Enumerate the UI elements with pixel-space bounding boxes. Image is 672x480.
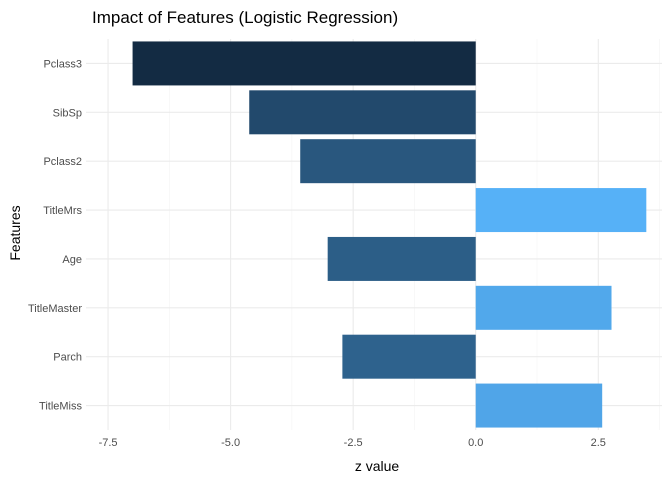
y-tick-label: Parch bbox=[53, 352, 82, 364]
x-tick-label: 2.5 bbox=[591, 437, 606, 449]
y-tick-label: TitleMiss bbox=[39, 401, 82, 413]
x-tick-label: -7.5 bbox=[99, 437, 118, 449]
y-tick-label: SibSp bbox=[53, 107, 82, 119]
x-tick-label: -2.5 bbox=[344, 437, 363, 449]
bar-age bbox=[327, 236, 476, 281]
bar-parch bbox=[342, 334, 476, 379]
y-tick-label: TitleMrs bbox=[43, 205, 82, 217]
bar-sibsp bbox=[249, 90, 476, 135]
y-tick-label: Pclass3 bbox=[43, 58, 82, 70]
x-tick-labels: -7.5 -5.0 -2.5 0.0 2.5 bbox=[99, 437, 606, 449]
x-tick-label: 0.0 bbox=[468, 437, 483, 449]
y-tick-label: Pclass2 bbox=[43, 156, 82, 168]
x-axis-title: z value bbox=[355, 458, 400, 474]
bars bbox=[132, 41, 647, 428]
y-tick-labels: Pclass3 SibSp Pclass2 TitleMrs Age TitleMaste… bbox=[28, 58, 82, 412]
bar-pclass3 bbox=[132, 41, 476, 86]
y-tick-label: Age bbox=[62, 254, 82, 266]
y-tick-label: TitleMaster bbox=[28, 303, 82, 315]
bar-titlemrs bbox=[475, 188, 647, 233]
bar-titlemiss bbox=[475, 383, 603, 428]
y-axis-title: Features bbox=[7, 205, 23, 260]
bar-pclass2 bbox=[300, 139, 476, 184]
chart-title: Impact of Features (Logistic Regression) bbox=[92, 8, 398, 27]
x-tick-label: -5.0 bbox=[221, 437, 240, 449]
bar-titlemaster bbox=[475, 285, 612, 330]
